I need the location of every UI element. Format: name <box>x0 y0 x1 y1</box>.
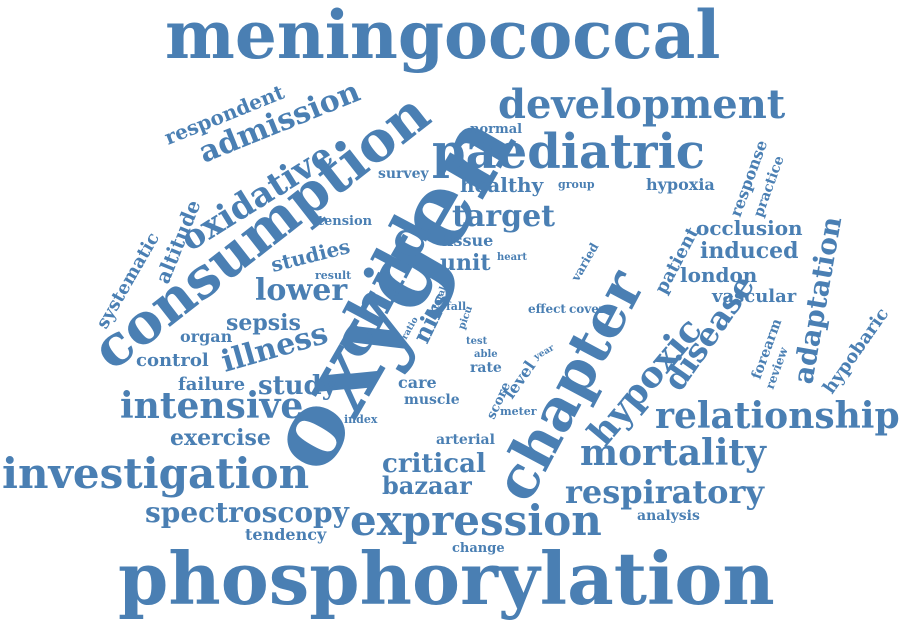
word: tendency <box>245 525 327 544</box>
word: muscle <box>404 392 460 408</box>
word: intensive <box>120 385 303 427</box>
word: relationship <box>655 395 900 437</box>
word: paediatric <box>432 124 705 180</box>
word: index <box>344 413 378 426</box>
word: healthy <box>460 173 545 197</box>
word: target <box>452 199 555 234</box>
word: phosphorylation <box>118 536 775 620</box>
word: unit <box>440 250 491 276</box>
word: meter <box>500 405 537 418</box>
word: vascular <box>711 286 797 307</box>
word: hypoxia <box>646 175 715 194</box>
word: london <box>680 263 758 287</box>
word: tension <box>318 214 373 229</box>
word: lower <box>255 273 348 308</box>
word: meningococcal <box>165 0 720 74</box>
word: study <box>258 371 338 401</box>
word: heart <box>497 252 527 263</box>
word: tissue <box>440 231 493 250</box>
word: critical <box>382 449 486 479</box>
word: sepsis <box>226 310 301 336</box>
word: bazaar <box>382 471 472 500</box>
word: control <box>136 350 209 371</box>
word: result <box>315 269 352 282</box>
word: induced <box>700 238 799 264</box>
word: group <box>558 178 595 191</box>
word: care <box>398 373 437 392</box>
word: development <box>498 81 786 128</box>
word: normal <box>470 122 522 137</box>
word: effect <box>528 302 566 316</box>
word: mortality <box>580 432 767 474</box>
word: organ <box>180 327 233 346</box>
word: able <box>474 349 498 360</box>
word: failure <box>178 374 245 395</box>
word: spectroscopy <box>145 496 350 529</box>
word: survey <box>378 166 429 182</box>
word: investigation <box>2 449 309 498</box>
word: cover <box>569 302 606 316</box>
word: expression <box>350 496 602 545</box>
word: fall <box>446 300 466 313</box>
word: rate <box>470 360 502 376</box>
word: test <box>466 336 488 347</box>
word: respiratory <box>565 473 765 511</box>
word: change <box>452 541 505 556</box>
word: analysis <box>637 508 700 524</box>
word: exercise <box>170 425 271 451</box>
word: arterial <box>436 432 495 448</box>
word: occlusion <box>696 216 803 240</box>
